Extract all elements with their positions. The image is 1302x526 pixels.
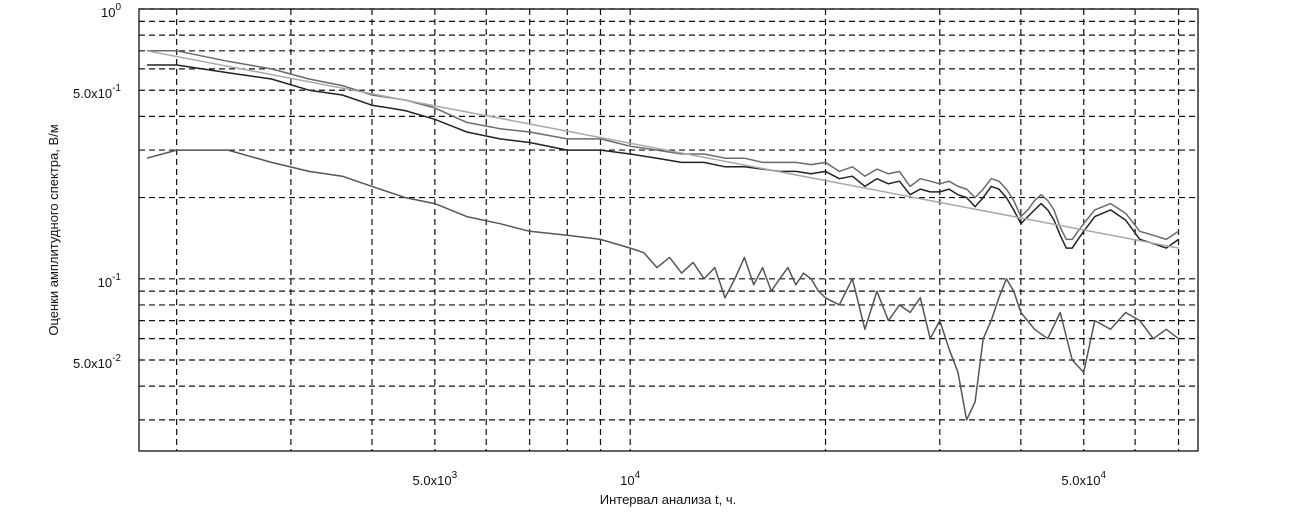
series-line-4 bbox=[146, 50, 1179, 249]
x-tick-label: 5.0x103 bbox=[413, 470, 458, 488]
x-tick-label-exponent: 4 bbox=[1100, 470, 1106, 481]
series-line-2 bbox=[146, 50, 1180, 241]
series-line-3 bbox=[146, 149, 1180, 421]
x-tick-label-exponent: 3 bbox=[452, 470, 458, 481]
y-tick-label-mantissa: 10 bbox=[101, 5, 115, 20]
x-tick-label-mantissa: 10 bbox=[620, 473, 634, 488]
y-tick-label-exponent: -1 bbox=[112, 83, 121, 94]
y-tick-label: 5.0x10-1 bbox=[73, 83, 121, 101]
y-tick-label-exponent: 0 bbox=[115, 2, 121, 13]
x-tick-label: 5.0x104 bbox=[1061, 470, 1106, 488]
grid bbox=[139, 8, 1198, 451]
plot-frame bbox=[138, 8, 1199, 452]
y-tick-label: 10-1 bbox=[98, 272, 122, 290]
series-layer bbox=[146, 50, 1180, 421]
y-tick-label: 5.0x10-2 bbox=[73, 353, 121, 371]
y-tick-label-mantissa: 10 bbox=[98, 275, 112, 290]
x-axis-title: Интервал анализа t, ч. bbox=[600, 492, 737, 507]
y-tick-label: 100 bbox=[101, 2, 121, 20]
x-tick-label-mantissa: 5.0x10 bbox=[1061, 473, 1100, 488]
series-line-1 bbox=[146, 64, 1180, 249]
y-tick-label-mantissa: 5.0x10 bbox=[73, 86, 112, 101]
y-tick-label-mantissa: 5.0x10 bbox=[73, 356, 112, 371]
x-tick-label: 104 bbox=[620, 470, 640, 488]
x-tick-label-exponent: 4 bbox=[635, 470, 641, 481]
y-tick-label-exponent: -2 bbox=[112, 353, 121, 364]
y-tick-label-exponent: -1 bbox=[112, 272, 121, 283]
x-tick-label-mantissa: 5.0x10 bbox=[413, 473, 452, 488]
x-tick-labels: 5.0x103 104 5.0x104 bbox=[413, 470, 1107, 488]
y-axis-title: Оценки амплитудного спектра, В/м bbox=[46, 124, 61, 335]
